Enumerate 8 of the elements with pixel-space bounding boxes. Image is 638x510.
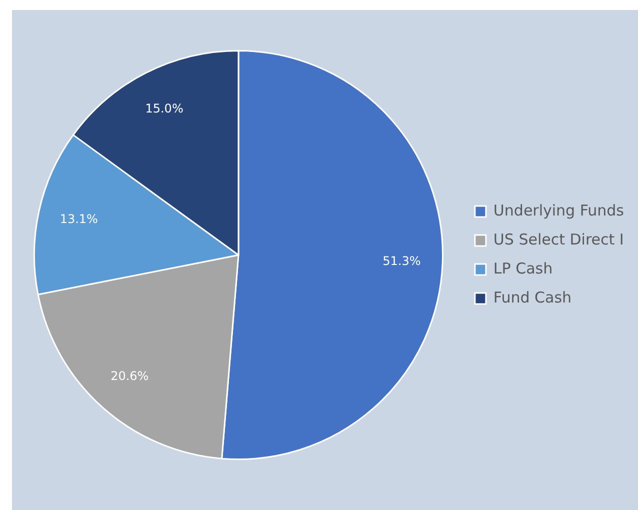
legend-label: Fund Cash <box>493 288 572 306</box>
legend-label: Underlying Funds <box>493 201 624 220</box>
data-label: 51.3% <box>382 254 421 268</box>
data-label: 13.1% <box>60 212 98 226</box>
legend-label: LP Cash <box>493 259 553 278</box>
data-label: 15.0% <box>145 102 184 116</box>
data-label: 20.6% <box>110 369 149 384</box>
legend-label: US Select Direct I <box>493 230 624 248</box>
